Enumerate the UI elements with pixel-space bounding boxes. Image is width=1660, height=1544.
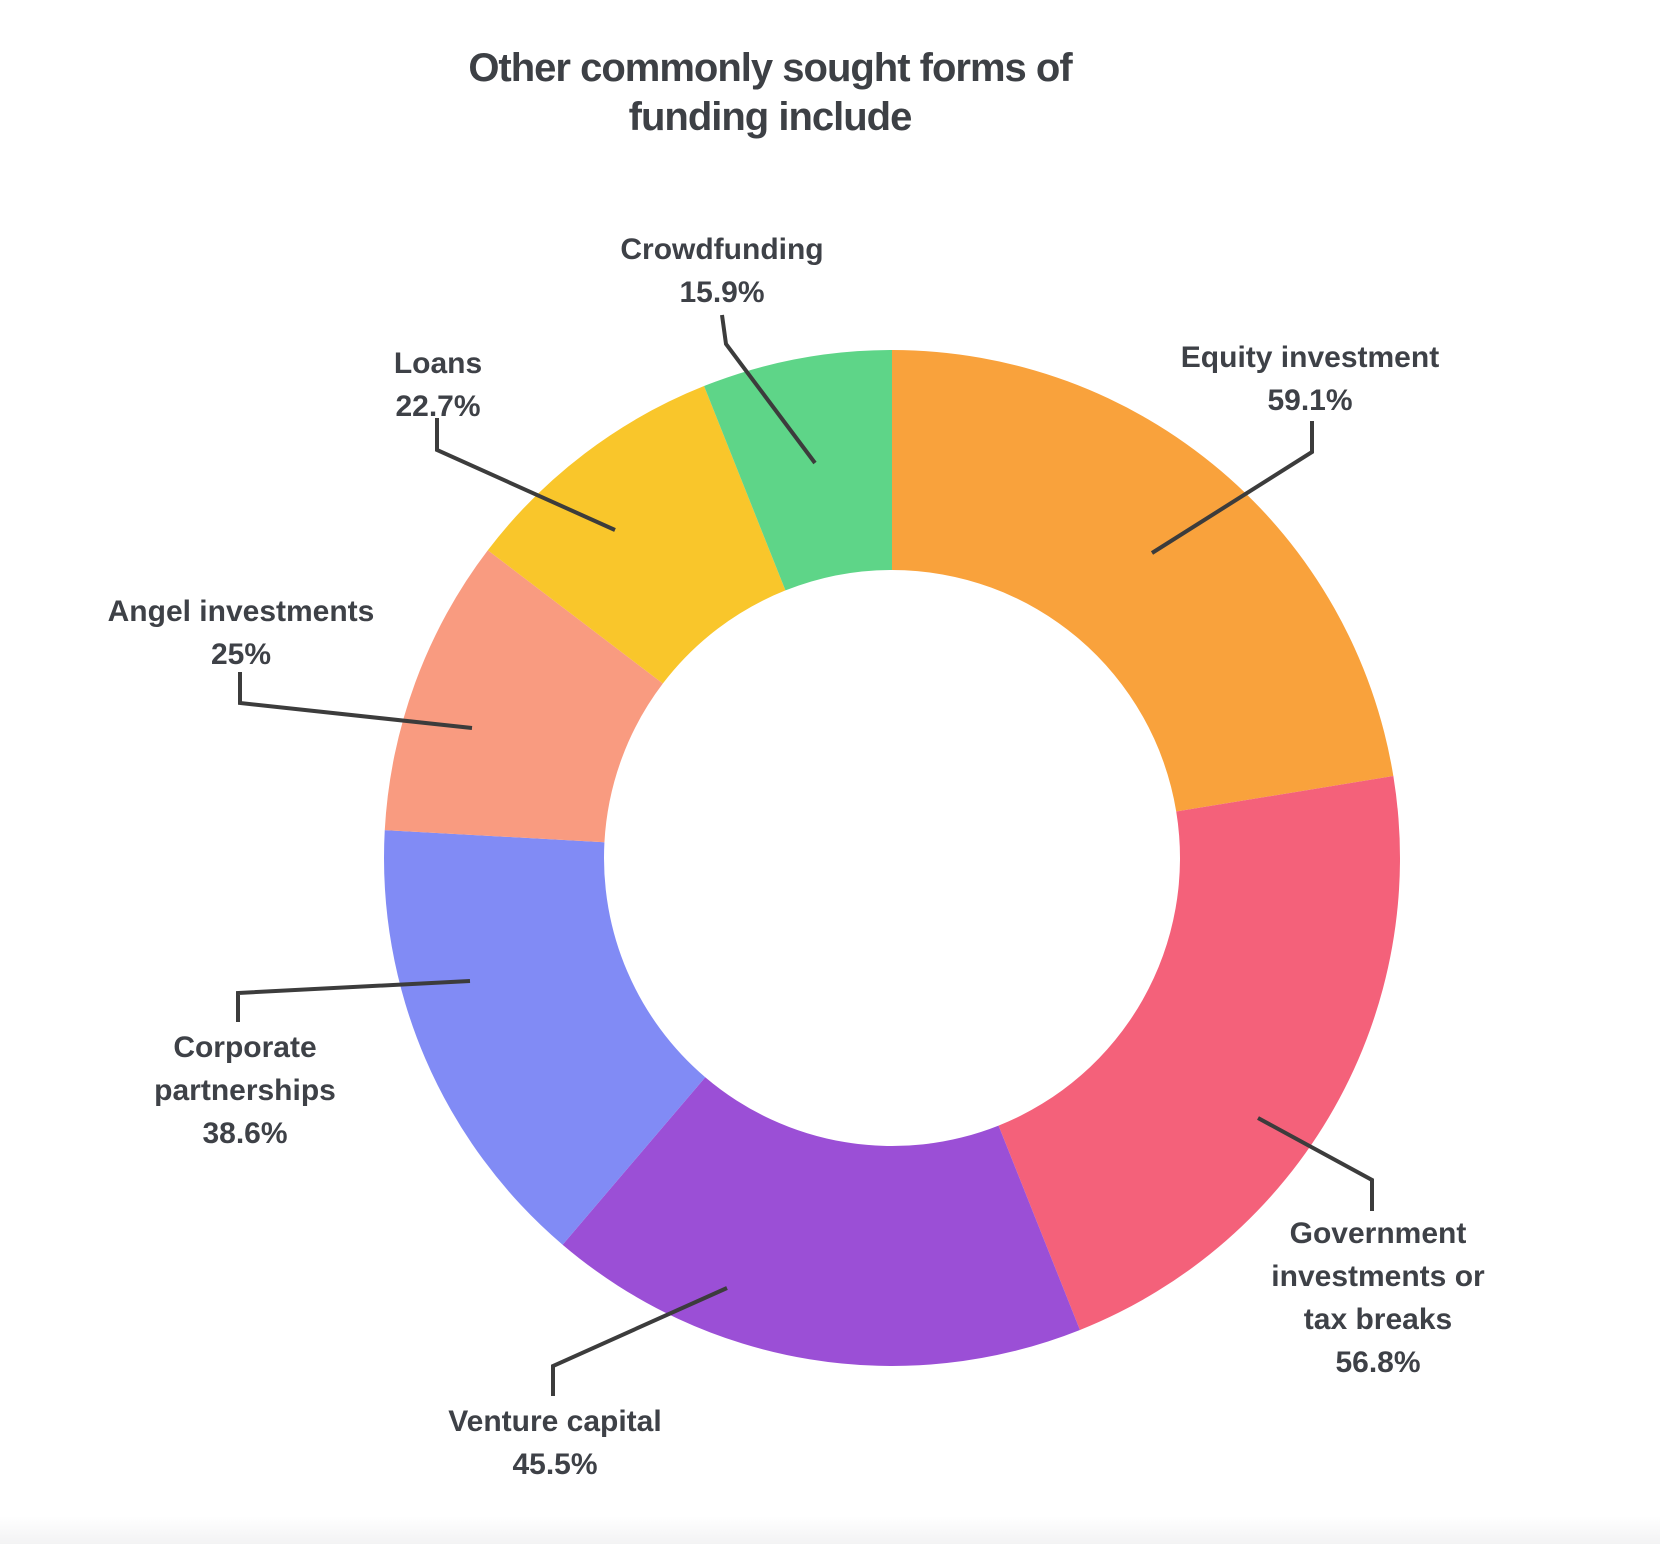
- callout-government-investments-or-tax-breaks: Government investments or tax breaks 56.8…: [1253, 1212, 1503, 1384]
- leader-line-loans: [435, 418, 616, 532]
- segment-equity-investment[interactable]: [892, 350, 1394, 812]
- slice-percentage: 56.8%: [1335, 1346, 1421, 1379]
- callout-corporate-partnerships: Corporate partnerships 38.6%: [125, 1026, 365, 1155]
- callout-crowdfunding: Crowdfunding 15.9%: [572, 228, 872, 314]
- leader-line-crowdfunding: [720, 314, 817, 465]
- chart-title: Other commonly sought forms of funding i…: [468, 46, 1072, 139]
- callout-angel-investments: Angel investments 25%: [61, 590, 421, 676]
- leader-line-equity-investment: [1150, 421, 1314, 555]
- slice-percentage: 59.1%: [1267, 384, 1353, 417]
- leader-lines: [236, 314, 1374, 1396]
- footer-strip: [0, 1516, 1660, 1544]
- slice-percentage: 15.9%: [679, 276, 765, 309]
- segment-angel-investments[interactable]: [384, 550, 663, 843]
- slice-label: Loans: [393, 347, 483, 380]
- slice-label: Equity investment: [1180, 341, 1440, 374]
- slice-label: Corporate partnerships: [154, 1031, 336, 1107]
- slice-percentage: 25%: [210, 638, 272, 671]
- leader-line-corporate-partnerships: [236, 979, 471, 1022]
- segment-loans[interactable]: [487, 386, 786, 684]
- slice-label: Government investments or tax breaks: [1271, 1217, 1485, 1336]
- donut-segments: [384, 350, 1400, 1367]
- slice-label: Venture capital: [448, 1405, 662, 1438]
- slice-percentage: 22.7%: [395, 390, 481, 423]
- segment-corporate-partnerships[interactable]: [384, 830, 706, 1245]
- callout-loans: Loans 22.7%: [338, 342, 538, 428]
- slice-percentage: 38.6%: [202, 1117, 288, 1150]
- slice-percentage: 45.5%: [512, 1448, 598, 1481]
- segment-venture-capital[interactable]: [562, 1077, 1080, 1367]
- leader-line-government-investments-or-tax-breaks: [1257, 1116, 1374, 1211]
- slice-label: Crowdfunding: [620, 233, 824, 266]
- leader-line-venture-capital: [551, 1286, 728, 1396]
- segment-crowdfunding[interactable]: [704, 350, 892, 591]
- segment-government-investments-or-tax-breaks[interactable]: [998, 776, 1400, 1330]
- callout-equity-investment: Equity investment 59.1%: [1130, 336, 1490, 422]
- leader-line-angel-investments: [238, 672, 473, 730]
- callout-venture-capital: Venture capital 45.5%: [375, 1400, 735, 1486]
- slice-label: Angel investments: [107, 595, 375, 628]
